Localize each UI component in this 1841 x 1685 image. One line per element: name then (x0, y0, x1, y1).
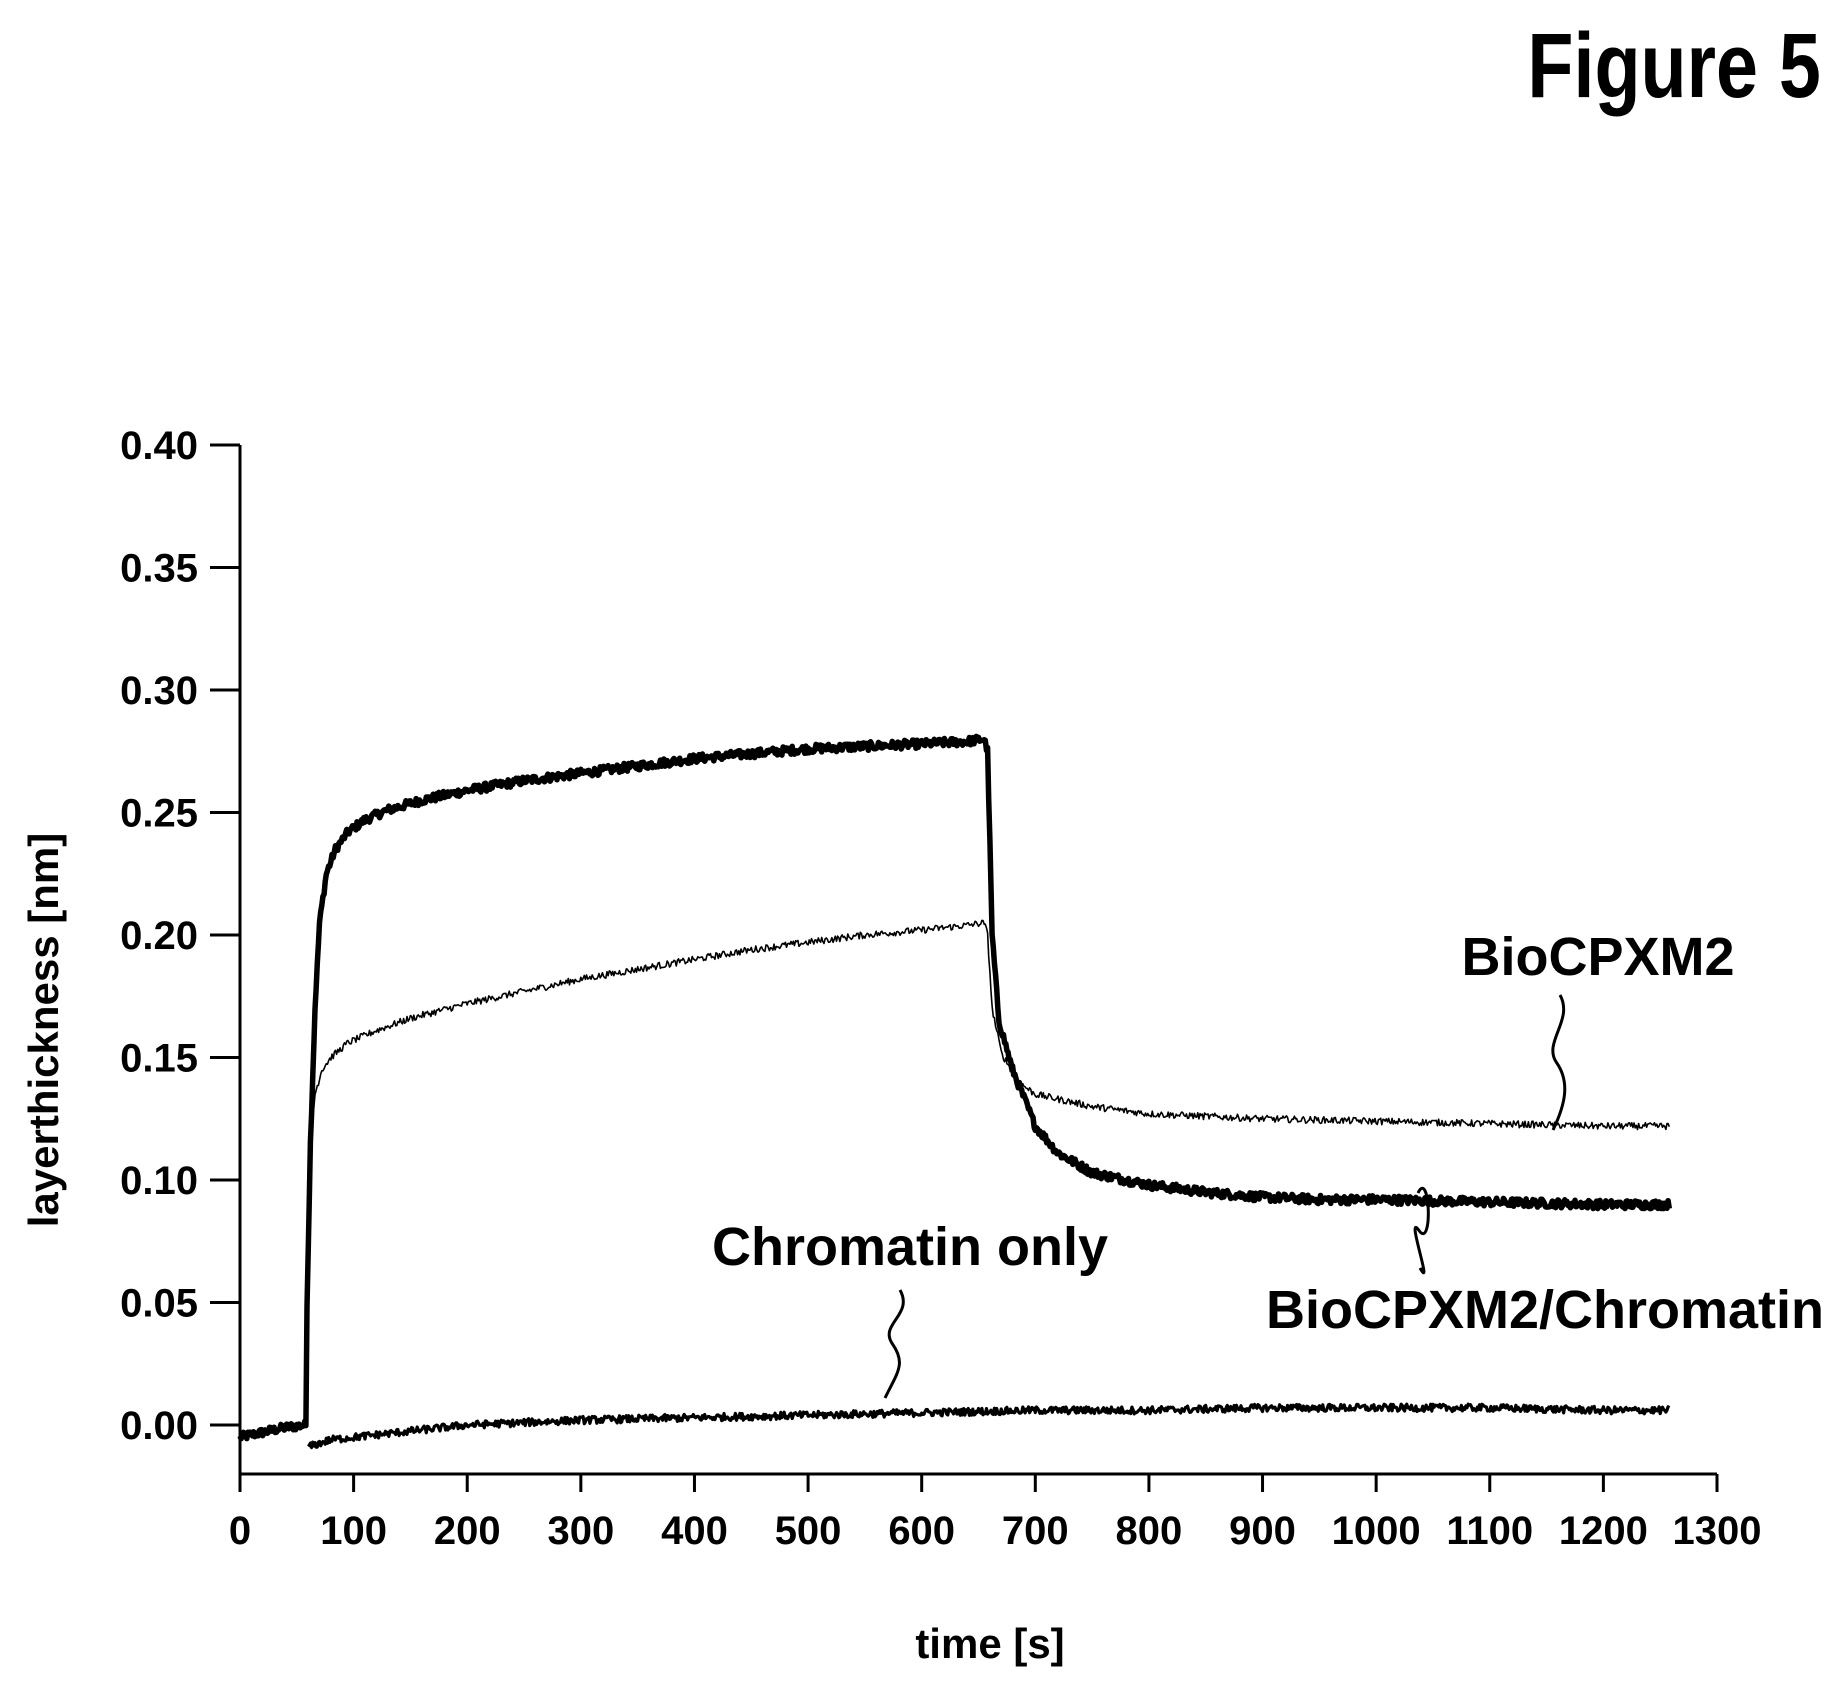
axis-ticks: 0 100 200 300 400 500 600 700 800 900 1000 1100 1200… (120, 424, 1761, 1553)
y-tick-label: 0.30 (120, 669, 198, 713)
y-tick-label: 0.00 (120, 1404, 198, 1448)
figure-title: Figure 5 (1527, 15, 1821, 117)
series-layer (237, 733, 1673, 1450)
x-tick-label: 0 (229, 1509, 251, 1553)
series-line-biocpxm2 (305, 919, 1671, 1426)
annotation-layer: BioCPXM2 BioCPXM2/Chromatin Chromatin only (712, 927, 1824, 1399)
series-line-chromatin-only (307, 1402, 1671, 1450)
x-tick-label: 200 (434, 1509, 501, 1553)
annotation-leader-chromatin-only (883, 1289, 905, 1399)
x-tick-label: 500 (775, 1509, 842, 1553)
x-tick-label: 800 (1116, 1509, 1183, 1553)
y-tick-label: 0.05 (120, 1282, 198, 1326)
x-tick-label: 1200 (1559, 1509, 1648, 1553)
x-tick-label: 1100 (1446, 1509, 1533, 1553)
x-tick-label: 400 (661, 1509, 728, 1553)
x-tick-label: 300 (547, 1509, 614, 1553)
x-tick-label: 900 (1229, 1509, 1296, 1553)
x-tick-label: 1000 (1332, 1509, 1421, 1553)
y-tick-label: 0.25 (120, 792, 198, 836)
y-tick-label: 0.20 (120, 914, 198, 958)
annotation-label-biocpxm2: BioCPXM2 (1461, 927, 1734, 987)
y-tick-label: 0.15 (120, 1037, 198, 1081)
y-tick-label: 0.35 (120, 547, 198, 591)
series-line-biocpxm2-chromatin (237, 733, 1673, 1442)
x-tick-label: 600 (888, 1509, 955, 1553)
annotation-leader-biocpxm2-chromatin (1413, 1186, 1430, 1275)
x-tick-label: 700 (1002, 1509, 1069, 1553)
annotation-label-chromatin-only: Chromatin only (712, 1217, 1108, 1277)
annotation-leader-biocpxm2 (1551, 994, 1567, 1131)
y-tick-label: 0.10 (120, 1159, 198, 1203)
x-tick-label: 1300 (1673, 1509, 1762, 1553)
annotation-label-biocpxm2-chromatin: BioCPXM2/Chromatin (1266, 1280, 1824, 1340)
y-axis-title: layerthickness [nm] (20, 833, 67, 1228)
y-tick-label: 0.40 (120, 424, 198, 468)
x-tick-label: 100 (320, 1509, 387, 1553)
x-axis-title: time [s] (915, 1620, 1064, 1667)
